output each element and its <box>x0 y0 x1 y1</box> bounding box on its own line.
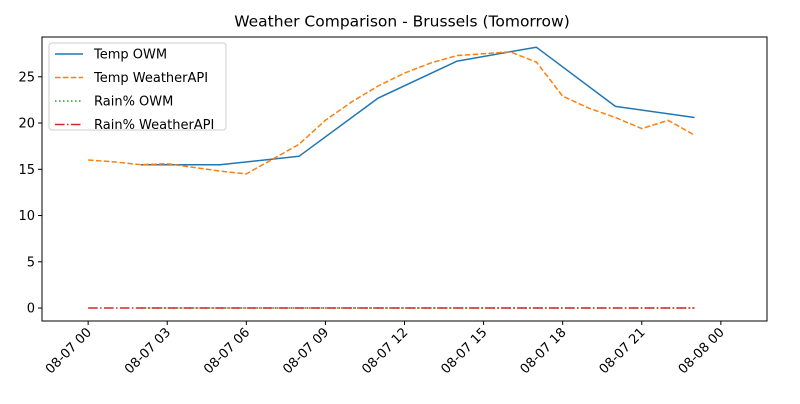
y-tick-label: 0 <box>27 302 35 317</box>
y-tick-label: 25 <box>18 70 35 85</box>
series-line-1 <box>140 46 695 166</box>
x-tick-label: 08-07 06 <box>201 325 253 377</box>
x-tick-label: 08-07 12 <box>359 325 411 377</box>
y-tick-label: 10 <box>18 209 35 224</box>
x-tick-label: 08-07 18 <box>518 325 570 377</box>
x-tick-label: 08-07 03 <box>122 325 174 377</box>
x-tick-label: 08-07 00 <box>43 325 95 377</box>
series-line-2 <box>88 51 695 175</box>
x-tick-label: 08-07 15 <box>438 325 490 377</box>
x-tick-label: 08-08 00 <box>676 325 728 377</box>
x-tick-label: 08-07 09 <box>280 325 332 377</box>
series-layer <box>88 46 695 309</box>
x-tick-label: 08-07 21 <box>597 325 649 377</box>
legend-label: Temp WeatherAPI <box>93 71 208 86</box>
legend-label: Rain% OWM <box>94 95 173 110</box>
y-axis: 0 5 10 15 20 25 <box>18 70 42 317</box>
legend-box <box>48 42 227 131</box>
legend-label: Rain% WeatherAPI <box>94 118 214 133</box>
y-tick-label: 15 <box>18 163 35 178</box>
legend-label: Temp OWM <box>93 48 167 63</box>
chart-title: Weather Comparison - Brussels (Tomorrow) <box>234 13 570 31</box>
y-tick-label: 5 <box>27 255 35 270</box>
y-tick-label: 20 <box>18 117 35 132</box>
legend: Temp OWM Temp WeatherAPI Rain% OWM Rain% We… <box>48 42 227 133</box>
x-axis: 08-07 00 08-07 03 08-07 06 08-07 09 08-07 12… <box>43 321 728 377</box>
